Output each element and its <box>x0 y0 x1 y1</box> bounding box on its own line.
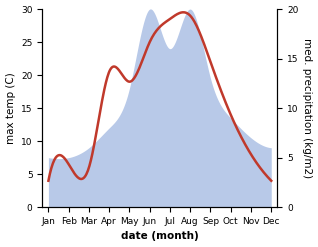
Y-axis label: max temp (C): max temp (C) <box>5 72 16 144</box>
X-axis label: date (month): date (month) <box>121 231 199 242</box>
Y-axis label: med. precipitation (kg/m2): med. precipitation (kg/m2) <box>302 38 313 178</box>
